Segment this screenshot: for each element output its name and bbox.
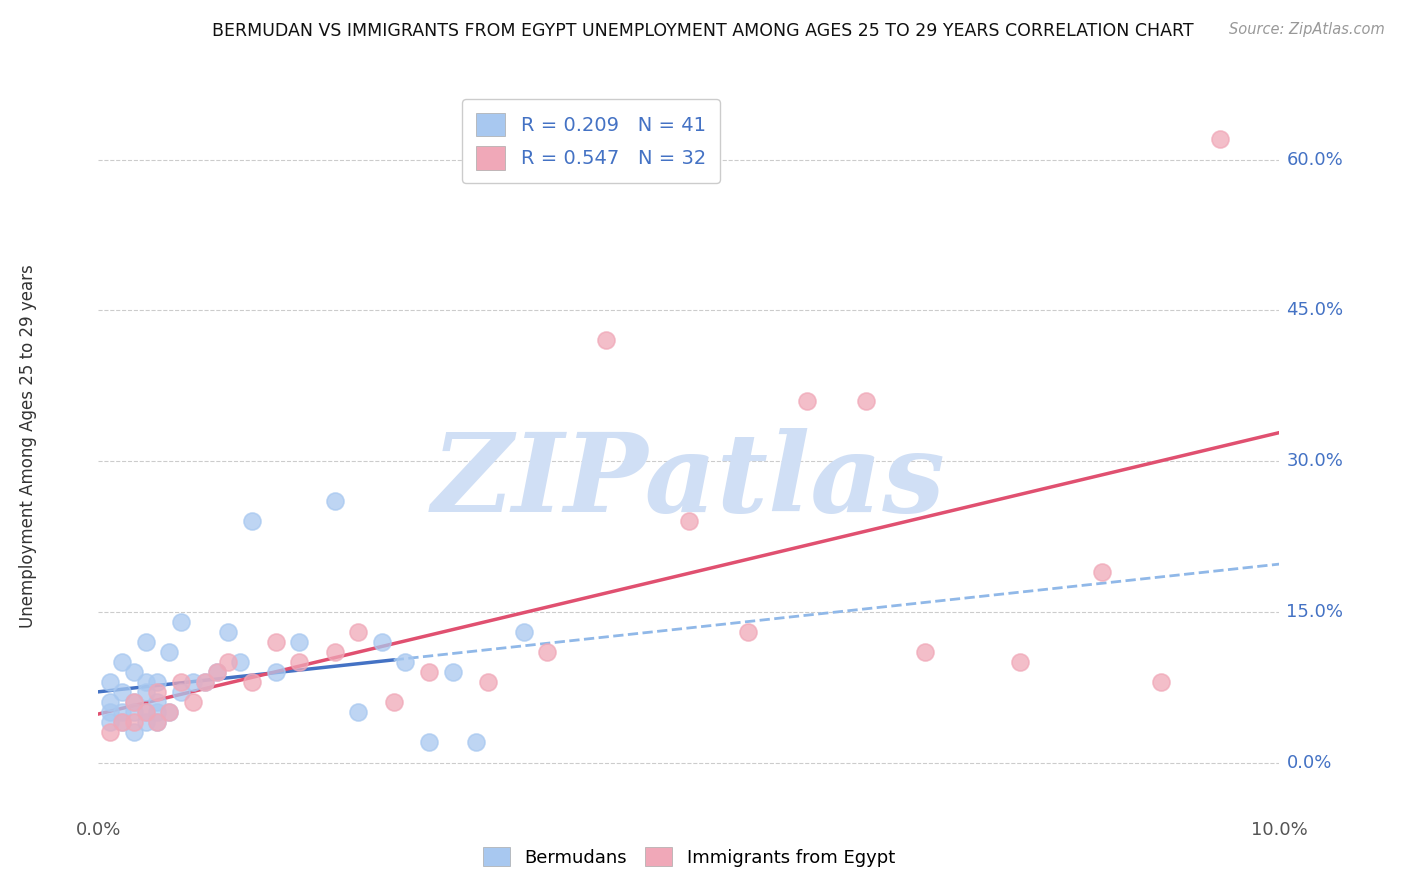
- Text: ZIPatlas: ZIPatlas: [432, 428, 946, 535]
- Point: [111, 715, 134, 730]
- Point: [288, 655, 311, 669]
- Point: [465, 735, 488, 749]
- Point: [122, 725, 145, 739]
- Point: [194, 675, 217, 690]
- Point: [855, 393, 877, 408]
- Point: [205, 665, 228, 680]
- Point: [796, 393, 818, 408]
- Point: [135, 675, 157, 690]
- Point: [371, 635, 394, 649]
- Point: [347, 706, 370, 720]
- Point: [98, 715, 121, 730]
- Point: [323, 494, 346, 508]
- Point: [111, 706, 134, 720]
- Point: [122, 665, 145, 680]
- Point: [229, 655, 252, 669]
- Point: [678, 515, 700, 529]
- Point: [146, 706, 169, 720]
- Point: [181, 695, 204, 709]
- Point: [122, 706, 145, 720]
- Point: [181, 675, 204, 690]
- Point: [205, 665, 228, 680]
- Point: [98, 695, 121, 709]
- Point: [146, 695, 169, 709]
- Point: [146, 715, 169, 730]
- Point: [477, 675, 499, 690]
- Point: [146, 685, 169, 699]
- Point: [1209, 132, 1232, 146]
- Point: [347, 624, 370, 639]
- Point: [135, 706, 157, 720]
- Text: 10.0%: 10.0%: [1251, 821, 1308, 838]
- Point: [217, 624, 239, 639]
- Point: [194, 675, 217, 690]
- Point: [98, 725, 121, 739]
- Point: [98, 706, 121, 720]
- Point: [146, 715, 169, 730]
- Point: [157, 645, 180, 659]
- Point: [394, 655, 416, 669]
- Point: [111, 655, 134, 669]
- Point: [135, 715, 157, 730]
- Point: [122, 695, 145, 709]
- Point: [264, 635, 287, 649]
- Point: [1008, 655, 1031, 669]
- Legend: R = 0.209   N = 41, R = 0.547   N = 32: R = 0.209 N = 41, R = 0.547 N = 32: [463, 99, 720, 184]
- Point: [512, 624, 534, 639]
- Point: [170, 675, 193, 690]
- Text: 0.0%: 0.0%: [76, 821, 121, 838]
- Point: [323, 645, 346, 659]
- Point: [1091, 565, 1114, 579]
- Point: [418, 735, 440, 749]
- Text: BERMUDAN VS IMMIGRANTS FROM EGYPT UNEMPLOYMENT AMONG AGES 25 TO 29 YEARS CORRELA: BERMUDAN VS IMMIGRANTS FROM EGYPT UNEMPL…: [212, 22, 1194, 40]
- Point: [135, 706, 157, 720]
- Legend: Bermudans, Immigrants from Egypt: Bermudans, Immigrants from Egypt: [475, 840, 903, 874]
- Text: 60.0%: 60.0%: [1286, 151, 1343, 169]
- Point: [914, 645, 936, 659]
- Point: [1150, 675, 1173, 690]
- Point: [536, 645, 558, 659]
- Text: Unemployment Among Ages 25 to 29 years: Unemployment Among Ages 25 to 29 years: [20, 264, 37, 628]
- Text: 45.0%: 45.0%: [1286, 301, 1344, 319]
- Point: [170, 615, 193, 629]
- Point: [288, 635, 311, 649]
- Point: [146, 675, 169, 690]
- Point: [240, 675, 263, 690]
- Point: [122, 715, 145, 730]
- Text: 15.0%: 15.0%: [1286, 603, 1344, 621]
- Point: [595, 334, 617, 348]
- Point: [441, 665, 464, 680]
- Text: 0.0%: 0.0%: [1286, 754, 1331, 772]
- Point: [170, 685, 193, 699]
- Point: [217, 655, 239, 669]
- Text: Source: ZipAtlas.com: Source: ZipAtlas.com: [1229, 22, 1385, 37]
- Point: [157, 706, 180, 720]
- Point: [240, 515, 263, 529]
- Point: [98, 675, 121, 690]
- Point: [737, 624, 759, 639]
- Point: [135, 685, 157, 699]
- Point: [382, 695, 405, 709]
- Text: 30.0%: 30.0%: [1286, 452, 1343, 470]
- Point: [157, 706, 180, 720]
- Point: [264, 665, 287, 680]
- Point: [111, 685, 134, 699]
- Point: [135, 635, 157, 649]
- Point: [111, 715, 134, 730]
- Point: [418, 665, 440, 680]
- Point: [122, 695, 145, 709]
